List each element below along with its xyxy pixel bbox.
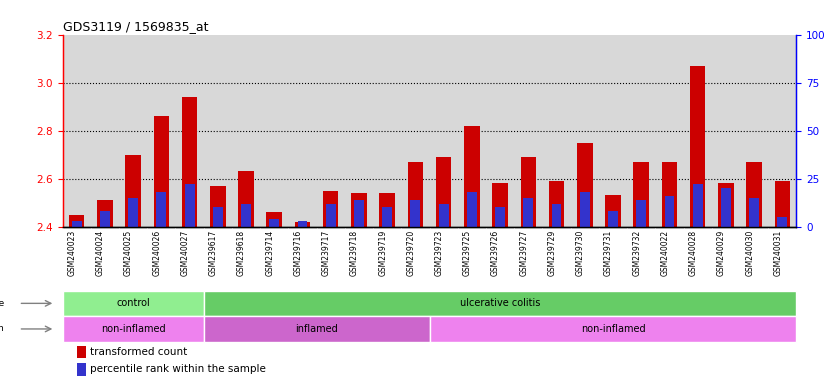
Bar <box>294 222 310 227</box>
Text: GSM239731: GSM239731 <box>604 230 613 276</box>
Bar <box>326 204 335 227</box>
Bar <box>351 193 367 227</box>
Text: GSM240023: GSM240023 <box>68 230 77 276</box>
Bar <box>551 204 561 227</box>
Text: GSM240025: GSM240025 <box>124 230 133 276</box>
Text: GSM239732: GSM239732 <box>632 230 641 276</box>
Text: GSM239617: GSM239617 <box>208 230 218 276</box>
Text: GSM239618: GSM239618 <box>237 230 246 276</box>
Bar <box>524 198 533 227</box>
Bar <box>78 346 86 358</box>
Bar <box>382 207 392 227</box>
Bar <box>430 316 796 342</box>
Bar <box>608 211 618 227</box>
Text: GSM240030: GSM240030 <box>745 230 754 276</box>
Bar <box>408 162 423 227</box>
Text: GSM240026: GSM240026 <box>153 230 161 276</box>
Bar <box>63 291 203 316</box>
Text: GSM240027: GSM240027 <box>181 230 189 276</box>
Text: GSM239716: GSM239716 <box>294 230 303 276</box>
Bar <box>749 198 759 227</box>
Text: GSM240024: GSM240024 <box>96 230 105 276</box>
Text: GSM240022: GSM240022 <box>661 230 670 276</box>
Bar <box>63 316 203 342</box>
Bar <box>269 219 279 227</box>
Bar <box>379 193 395 227</box>
Text: GSM239730: GSM239730 <box>575 230 585 276</box>
Bar <box>239 171 254 227</box>
Bar <box>182 97 198 227</box>
Text: disease state: disease state <box>0 299 4 308</box>
Text: GSM239718: GSM239718 <box>350 230 359 276</box>
Bar <box>661 162 677 227</box>
Text: non-inflamed: non-inflamed <box>101 324 165 334</box>
Text: GSM239714: GSM239714 <box>265 230 274 276</box>
Text: transformed count: transformed count <box>90 347 188 357</box>
Bar <box>267 212 282 227</box>
Bar <box>100 211 110 227</box>
Bar <box>78 363 86 376</box>
Bar <box>467 192 477 227</box>
Text: GDS3119 / 1569835_at: GDS3119 / 1569835_at <box>63 20 208 33</box>
Bar <box>210 186 225 227</box>
Bar <box>241 204 251 227</box>
Bar <box>580 192 590 227</box>
Text: GSM239723: GSM239723 <box>435 230 444 276</box>
Bar <box>464 126 480 227</box>
Text: GSM239727: GSM239727 <box>520 230 528 276</box>
Bar <box>439 204 449 227</box>
Bar <box>636 200 646 227</box>
Bar <box>520 157 536 227</box>
Bar <box>72 221 82 227</box>
Bar <box>203 291 796 316</box>
Bar <box>492 184 508 227</box>
Bar <box>184 184 194 227</box>
Text: GSM239726: GSM239726 <box>491 230 500 276</box>
Bar <box>634 162 649 227</box>
Bar <box>721 188 731 227</box>
Text: control: control <box>116 298 150 308</box>
Text: GSM239720: GSM239720 <box>406 230 415 276</box>
Bar <box>354 200 364 227</box>
Text: percentile rank within the sample: percentile rank within the sample <box>90 364 266 374</box>
Bar <box>213 207 223 227</box>
Bar <box>495 207 505 227</box>
Text: GSM240028: GSM240028 <box>689 230 698 276</box>
Text: inflamed: inflamed <box>295 324 338 334</box>
Bar <box>203 316 430 342</box>
Bar <box>775 181 790 227</box>
Bar <box>410 200 420 227</box>
Bar <box>323 190 339 227</box>
Text: GSM240029: GSM240029 <box>717 230 726 276</box>
Text: specimen: specimen <box>0 324 4 333</box>
Bar <box>153 116 169 227</box>
Text: GSM239729: GSM239729 <box>548 230 556 276</box>
Bar <box>69 215 84 227</box>
Bar <box>549 181 565 227</box>
Bar <box>746 162 762 227</box>
Text: non-inflamed: non-inflamed <box>580 324 646 334</box>
Text: GSM239717: GSM239717 <box>322 230 331 276</box>
Bar <box>125 154 141 227</box>
Bar <box>128 198 138 227</box>
Bar <box>665 196 675 227</box>
Text: GSM240031: GSM240031 <box>773 230 782 276</box>
Text: GSM239719: GSM239719 <box>378 230 387 276</box>
Bar <box>298 221 308 227</box>
Bar <box>577 142 592 227</box>
Bar <box>777 217 787 227</box>
Bar <box>605 195 620 227</box>
Text: ulcerative colitis: ulcerative colitis <box>460 298 540 308</box>
Bar <box>690 66 706 227</box>
Bar <box>693 184 702 227</box>
Bar <box>97 200 113 227</box>
Bar <box>718 184 734 227</box>
Bar <box>436 157 451 227</box>
Bar <box>157 192 166 227</box>
Text: GSM239725: GSM239725 <box>463 230 472 276</box>
